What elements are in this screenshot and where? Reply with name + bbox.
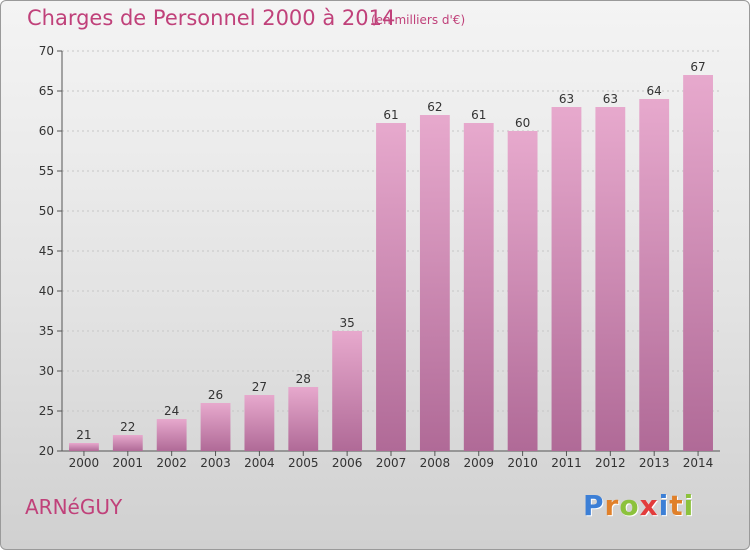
x-tick-label: 2006 <box>332 456 363 470</box>
bar <box>156 419 187 451</box>
x-tick-label: 2009 <box>463 456 494 470</box>
x-tick-label: 2003 <box>200 456 231 470</box>
bar <box>507 131 538 451</box>
y-tick-label: 35 <box>39 324 54 338</box>
bar <box>551 107 582 451</box>
bar <box>595 107 626 451</box>
y-tick-label: 45 <box>39 244 54 258</box>
bar <box>288 387 319 451</box>
x-tick-label: 2005 <box>288 456 319 470</box>
y-tick-label: 50 <box>39 204 54 218</box>
x-tick-label: 2001 <box>113 456 144 470</box>
data-label: 61 <box>383 108 398 122</box>
y-tick-label: 30 <box>39 364 54 378</box>
x-tick-label: 2007 <box>376 456 407 470</box>
y-tick-label: 40 <box>39 284 54 298</box>
data-label: 28 <box>296 372 311 386</box>
y-tick-label: 65 <box>39 84 54 98</box>
bar <box>463 123 494 451</box>
data-label: 60 <box>515 116 530 130</box>
commune-name: ARNéGUY <box>25 495 123 519</box>
chart-subtitle: (en milliers d'€) <box>371 13 466 27</box>
logo-letter: x <box>639 489 659 522</box>
x-tick-label: 2012 <box>595 456 626 470</box>
x-tick-label: 2004 <box>244 456 275 470</box>
data-label: 21 <box>76 428 91 442</box>
chart-title: Charges de Personnel 2000 à 2014 <box>27 6 396 30</box>
data-label: 62 <box>427 100 442 114</box>
data-label: 27 <box>252 380 267 394</box>
bar <box>244 395 275 451</box>
data-label: 63 <box>603 92 618 106</box>
y-tick-label: 60 <box>39 124 54 138</box>
data-label: 26 <box>208 388 223 402</box>
proxiti-logo: Proxiti <box>583 489 694 522</box>
data-label: 22 <box>120 420 135 434</box>
bar <box>376 123 406 451</box>
data-label: 64 <box>647 84 662 98</box>
bar <box>112 435 143 451</box>
logo-letter: r <box>604 489 620 522</box>
bar <box>200 403 231 451</box>
y-tick-label: 55 <box>39 164 54 178</box>
x-tick-label: 2002 <box>156 456 187 470</box>
y-tick-label: 20 <box>39 444 54 458</box>
bar <box>332 331 363 451</box>
x-tick-label: 2010 <box>507 456 538 470</box>
data-label: 24 <box>164 404 179 418</box>
logo-letter: i <box>683 489 695 522</box>
x-tick-label: 2011 <box>551 456 582 470</box>
bar <box>69 443 99 451</box>
bar <box>419 115 450 451</box>
y-tick-label: 25 <box>39 404 54 418</box>
x-tick-label: 2008 <box>420 456 451 470</box>
logo-letter: o <box>619 489 640 522</box>
x-tick-label: 2013 <box>639 456 670 470</box>
data-label: 67 <box>690 60 705 74</box>
y-tick-label: 70 <box>39 44 54 58</box>
x-tick-label: 2014 <box>683 456 714 470</box>
data-label: 63 <box>559 92 574 106</box>
bar <box>683 75 713 451</box>
logo-letter: t <box>669 489 684 522</box>
logo-letter: i <box>658 489 670 522</box>
x-tick-label: 2000 <box>69 456 100 470</box>
data-label: 61 <box>471 108 486 122</box>
logo-letter: P <box>583 489 605 522</box>
bar <box>639 99 670 451</box>
data-label: 35 <box>339 316 354 330</box>
